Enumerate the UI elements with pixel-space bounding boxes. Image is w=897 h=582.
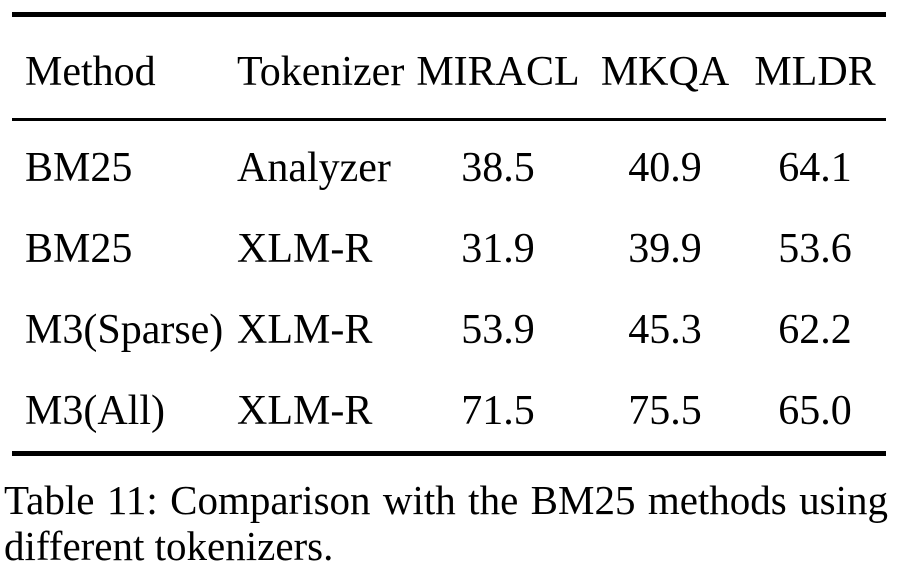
cell-mkqa: 39.9: [628, 225, 702, 272]
cell-mkqa: 40.9: [628, 144, 702, 191]
cell-mldr: 65.0: [778, 387, 852, 434]
column-header-mkqa: MKQA: [600, 48, 730, 95]
caption-line-2: different tokenizers.: [4, 523, 334, 569]
table-header-row: Method Tokenizer MIRACL MKQA MLDR: [12, 15, 886, 120]
column-header-tokenizer: Tokenizer: [237, 48, 405, 95]
table-row: BM25 Analyzer 38.5 40.9 64.1: [12, 120, 886, 209]
cell-tokenizer: XLM-R: [237, 306, 373, 353]
cell-tokenizer: XLM-R: [237, 387, 373, 434]
cell-method: BM25: [25, 144, 133, 191]
cell-mldr: 53.6: [778, 225, 852, 272]
cell-mldr: 62.2: [778, 306, 852, 353]
cell-method: M3(Sparse): [25, 306, 224, 353]
cell-method: BM25: [25, 225, 133, 272]
column-header-mldr: MLDR: [754, 48, 876, 95]
column-header-miracl: MIRACL: [416, 48, 580, 95]
cell-tokenizer: XLM-R: [237, 225, 373, 272]
cell-miracl: 38.5: [461, 144, 535, 191]
cell-method: M3(All): [25, 387, 165, 434]
table-row: M3(Sparse) XLM-R 53.9 45.3 62.2: [12, 289, 886, 370]
results-table: Method Tokenizer MIRACL MKQA MLDR BM25 A…: [12, 12, 886, 456]
cell-mldr: 64.1: [778, 144, 852, 191]
cell-miracl: 31.9: [461, 225, 535, 272]
cell-miracl: 71.5: [461, 387, 535, 434]
cell-miracl: 53.9: [461, 306, 535, 353]
caption-line-1: Table 11: Comparison with the BM25 metho…: [4, 477, 888, 523]
table-row: M3(All) XLM-R 71.5 75.5 65.0: [12, 370, 886, 454]
cell-mkqa: 75.5: [628, 387, 702, 434]
cell-tokenizer: Analyzer: [237, 144, 391, 191]
table-caption: Table 11: Comparison with the BM25 metho…: [4, 477, 888, 569]
table-row: BM25 XLM-R 31.9 39.9 53.6: [12, 208, 886, 289]
column-header-method: Method: [25, 48, 156, 95]
cell-mkqa: 45.3: [628, 306, 702, 353]
